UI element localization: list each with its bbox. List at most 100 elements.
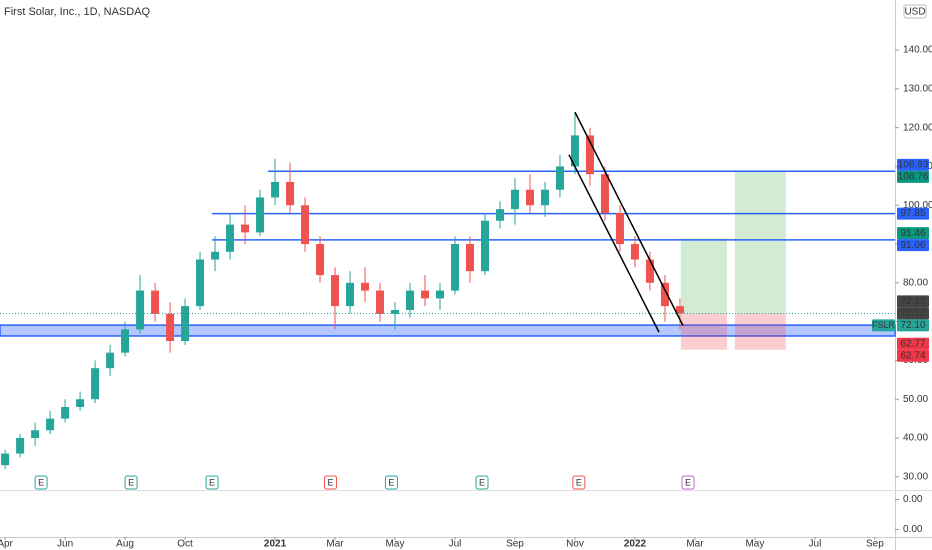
candle-body — [436, 290, 445, 299]
candle-body — [121, 329, 130, 353]
candle-body — [450, 244, 459, 291]
candle-body — [301, 205, 310, 245]
candle-body — [555, 166, 564, 190]
earnings-label: E — [128, 477, 134, 487]
price-tag-label: 91.46 — [900, 228, 925, 239]
price-tag — [897, 295, 929, 308]
candle-body — [495, 209, 504, 221]
currency-box[interactable] — [903, 4, 927, 19]
candle-body — [480, 220, 489, 272]
candle-body — [46, 418, 55, 431]
y-tick-label: 80.00 — [903, 277, 928, 288]
currency[interactable]: USD — [904, 7, 925, 18]
trendline — [568, 154, 660, 333]
price-tag-label: 62.77 — [900, 338, 925, 349]
x-tick-label: 2022 — [624, 539, 647, 550]
x-tick-label: Apr — [0, 539, 14, 550]
earnings-marker — [572, 475, 586, 490]
y-tick-label: 50.00 — [903, 394, 928, 405]
pane-tick-label: 0.00 — [903, 524, 923, 535]
candle-body — [16, 438, 25, 454]
price-tag — [897, 207, 929, 220]
price-tag-label: 108.76 — [898, 172, 929, 183]
earnings-marker — [475, 475, 489, 490]
y-tick-label: 130.00 — [903, 83, 932, 94]
candle-body — [615, 212, 624, 245]
price-tag-label: 72.10 — [900, 320, 925, 331]
candle-body — [61, 406, 70, 419]
candle-body — [540, 189, 549, 206]
candle-body — [600, 174, 609, 213]
x-tick-label: Sep — [866, 539, 884, 550]
candle-body — [106, 352, 115, 369]
price-tag-label: 72.12 — [900, 296, 925, 307]
x-tick-label: Nov — [566, 539, 584, 550]
candle-body — [91, 368, 100, 400]
price-tag — [897, 319, 929, 332]
price-tag — [897, 349, 929, 362]
candle-body — [660, 282, 669, 307]
candle-body — [181, 306, 190, 342]
y-tick-label: 100.00 — [903, 200, 932, 211]
candle-body — [361, 282, 370, 291]
price-tag — [897, 158, 929, 171]
candle-body — [76, 399, 85, 407]
candle-body — [211, 251, 220, 260]
candle-body — [31, 430, 40, 439]
earnings-marker — [34, 475, 48, 490]
price-tag — [897, 170, 929, 183]
loss-zone — [734, 313, 786, 350]
x-tick-label: Mar — [326, 539, 344, 550]
price-tag-label: 91.06 — [900, 240, 925, 251]
price-tag — [897, 239, 929, 252]
y-tick-label: 40.00 — [903, 433, 928, 444]
earnings-marker — [324, 475, 338, 490]
candle-body — [391, 309, 400, 314]
x-tick-label: 2021 — [264, 539, 287, 550]
earnings-marker — [124, 475, 138, 490]
candle-body — [421, 290, 430, 299]
earnings-label: E — [576, 477, 582, 487]
candle-body — [196, 259, 205, 307]
x-tick-label: Jun — [57, 539, 73, 550]
earnings-marker — [681, 475, 695, 490]
price-tag-label: 108.93 — [898, 160, 929, 171]
candle-body — [226, 224, 235, 252]
candle-body — [585, 135, 594, 175]
price-tag — [897, 307, 929, 320]
profit-zone — [680, 238, 728, 314]
candle-body — [271, 181, 280, 198]
earnings-label: E — [388, 477, 394, 487]
y-tick-label: 30.00 — [903, 471, 928, 482]
candle-body — [331, 275, 340, 307]
x-tick-label: May — [386, 539, 405, 550]
earnings-label: E — [479, 477, 485, 487]
earnings-label: E — [209, 477, 215, 487]
support-zone — [0, 324, 896, 337]
candle-body — [151, 290, 160, 314]
candle-body — [1, 453, 10, 466]
price-tag-label: 62.74 — [900, 350, 925, 361]
earnings-label: E — [685, 477, 691, 487]
loss-zone — [680, 313, 728, 350]
profit-zone — [734, 171, 786, 314]
price-tag — [897, 227, 929, 240]
candle-body — [346, 282, 355, 307]
x-tick-label: Jul — [449, 539, 462, 550]
trendline — [574, 111, 684, 326]
earnings-marker — [205, 475, 219, 490]
candle-body — [316, 244, 325, 276]
symbol-tag-label: FSLR — [872, 320, 896, 330]
candle-body — [570, 135, 579, 167]
earnings-label: E — [38, 477, 44, 487]
candle-body — [630, 244, 639, 260]
candle-body — [465, 244, 474, 272]
x-tick-label: Jul — [809, 539, 822, 550]
pane-tick-label: 0.00 — [903, 494, 923, 505]
candle-body — [675, 306, 684, 314]
candle-body — [256, 197, 265, 233]
earnings-label: E — [328, 477, 334, 487]
